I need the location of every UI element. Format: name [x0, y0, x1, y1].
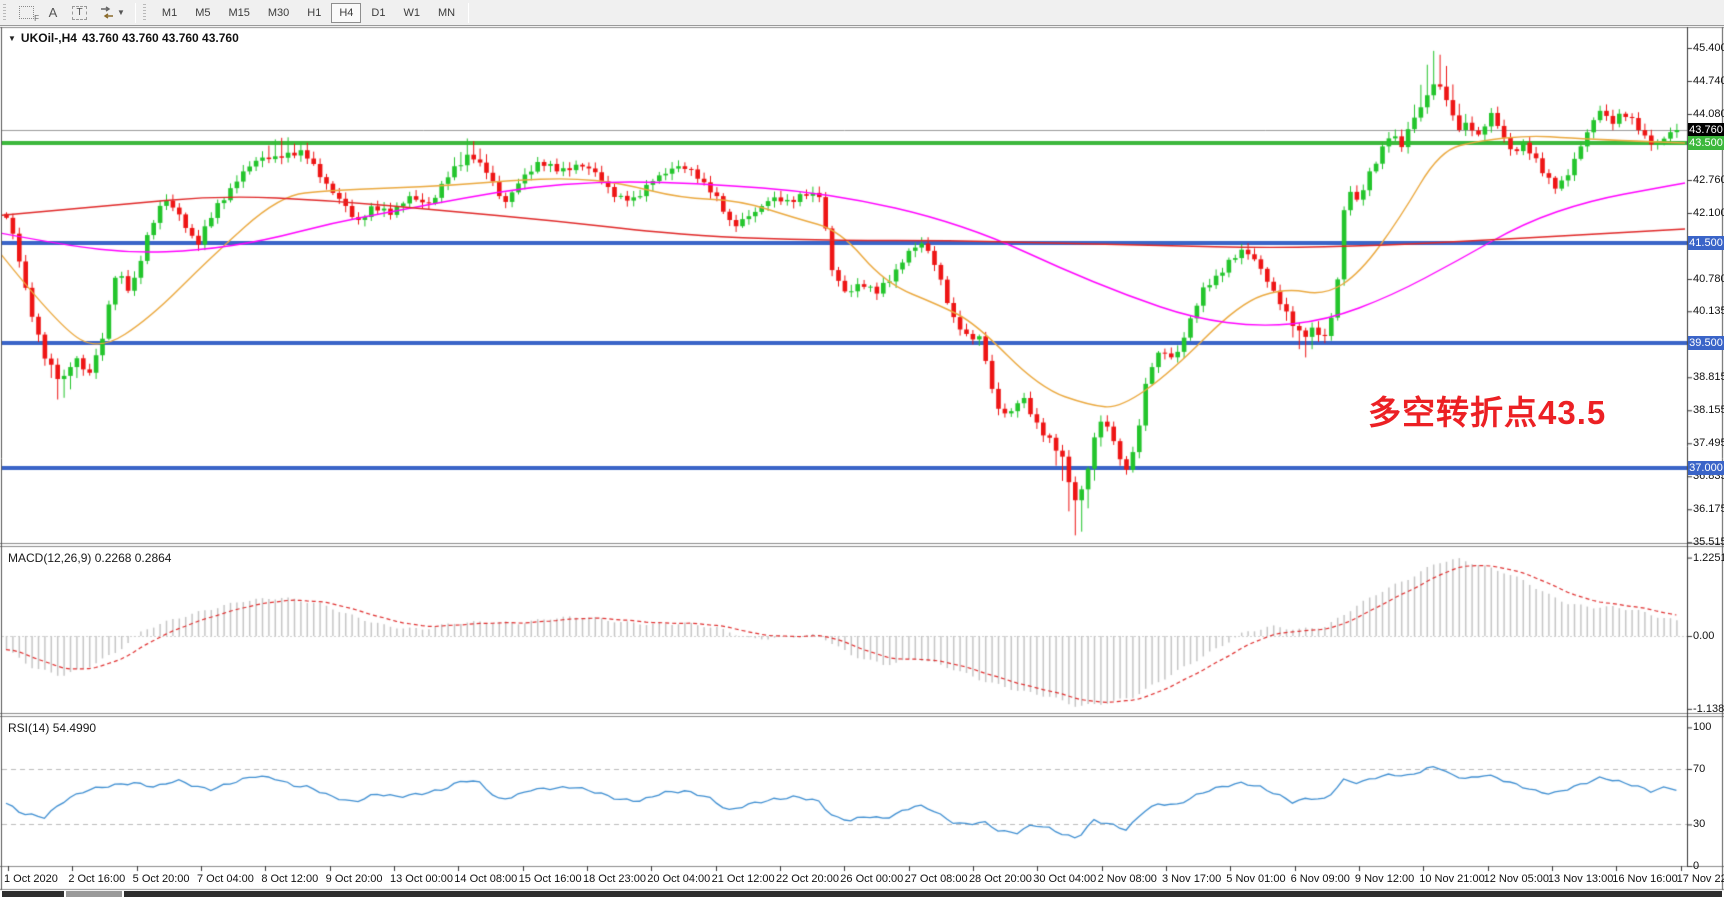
toolbar-separator — [134, 2, 136, 23]
rsi-axis-label: 70 — [1693, 762, 1706, 775]
timeframe-button-mn[interactable]: MN — [437, 6, 456, 19]
timeframe-button-m5[interactable]: M5 — [195, 6, 211, 19]
price-tag-41.500: 41.500 — [1688, 236, 1724, 250]
text-label-button[interactable]: T — [67, 2, 92, 24]
toolbar-gripper[interactable] — [142, 3, 150, 22]
styler-button[interactable]: ▼ — [94, 2, 130, 24]
rsi-axis-label: 0 — [1693, 860, 1700, 872]
time-axis-label: 22 Oct 20:00 — [775, 873, 839, 885]
dropdown-caret-icon: ▼ — [117, 8, 125, 17]
price-axis-label: 40.135 — [1693, 305, 1724, 318]
timeframe-button-h4[interactable]: H4 — [331, 2, 362, 23]
time-axis-label: 5 Oct 20:00 — [132, 873, 190, 885]
macd-axis-label: -1.1383 — [1693, 702, 1724, 715]
font-a-icon: A — [48, 5, 58, 20]
rsi-indicator-label: RSI(14) 54.4990 — [8, 721, 96, 735]
timeframe-button-m30[interactable]: M30 — [267, 6, 290, 19]
time-axis-label: 10 Nov 21:00 — [1419, 873, 1485, 885]
time-axis-label: 30 Oct 04:00 — [1033, 873, 1097, 885]
price-tag-39.500: 39.500 — [1688, 336, 1724, 350]
window-edge-strip — [2, 891, 64, 897]
timeframe-button-d1[interactable]: D1 — [371, 6, 386, 19]
time-axis-label: 16 Nov 16:00 — [1612, 873, 1678, 885]
price-tag-43.500: 43.500 — [1688, 136, 1724, 150]
timeframe-button-m1[interactable]: M1 — [161, 6, 178, 19]
time-axis-label: 12 Nov 05:00 — [1483, 873, 1550, 885]
symbol-period-label: UKOil-,H4 — [20, 31, 77, 45]
chart-collapse-icon[interactable]: ▼ — [8, 33, 16, 43]
time-axis-label: 9 Nov 12:00 — [1354, 873, 1415, 885]
time-axis-label: 8 Oct 12:00 — [261, 873, 319, 885]
time-axis-label: 7 Oct 04:00 — [196, 873, 254, 885]
price-axis-label: 38.155 — [1693, 404, 1724, 417]
price-axis-label: 44.080 — [1693, 108, 1724, 120]
rsi-axis-label: 30 — [1693, 818, 1706, 831]
time-axis-label: 26 Oct 00:00 — [840, 873, 904, 885]
macd-axis-label: 0.00 — [1693, 630, 1715, 642]
price-axis-label: 35.515 — [1693, 536, 1724, 549]
price-axis-label: 42.760 — [1693, 174, 1724, 186]
template-f-button[interactable]: F — [14, 2, 39, 24]
toolbar: F A T ▼ M1 M5 M15 M30 H1 H4 D1 W1 MN — [0, 0, 1724, 26]
window-edge-strip — [66, 891, 122, 897]
time-axis-label: 1 Oct 2020 — [4, 873, 58, 885]
time-axis-label: 3 Nov 17:00 — [1161, 873, 1222, 885]
timeframe-toolbar: M1 M5 M15 M30 H1 H4 D1 W1 MN — [153, 2, 464, 23]
price-tag-37.000: 37.000 — [1688, 461, 1724, 475]
time-axis-label: 20 Oct 04:00 — [647, 873, 711, 885]
rsi-name: RSI(14) — [8, 721, 50, 735]
rsi-axis-label: 100 — [1693, 721, 1712, 734]
timeframe-button-w1[interactable]: W1 — [403, 6, 420, 19]
time-axis-label: 5 Nov 01:00 — [1226, 873, 1286, 885]
time-axis-label: 18 Oct 23:00 — [582, 873, 646, 885]
macd-indicator-label: MACD(12,26,9) 0.2268 0.2864 — [8, 551, 171, 565]
toolbar-gripper[interactable] — [3, 3, 10, 22]
time-axis-label: 13 Nov 13:00 — [1547, 873, 1614, 885]
timeframe-button-m15[interactable]: M15 — [228, 6, 250, 19]
time-axis-label: 14 Oct 08:00 — [454, 873, 518, 885]
price-axis-label: 44.740 — [1693, 75, 1724, 87]
window-edge-strip — [124, 891, 1722, 897]
toolbar-separator — [468, 2, 470, 23]
time-axis-label: 2 Oct 16:00 — [68, 873, 126, 885]
chart-title: ▼ UKOil-,H4 43.760 43.760 43.760 43.760 — [8, 31, 239, 45]
rsi-value: 54.4990 — [52, 721, 97, 735]
macd-axis-label: 1.2251 — [1693, 551, 1724, 564]
price-axis-label: 36.175 — [1693, 503, 1724, 516]
font-button[interactable]: A — [41, 2, 65, 24]
macd-name: MACD(12,26,9) — [8, 551, 92, 565]
price-axis-label: 42.100 — [1693, 207, 1724, 219]
macd-values: 0.2268 0.2864 — [94, 551, 172, 565]
time-axis-label: 9 Oct 20:00 — [325, 873, 383, 885]
time-axis-label: 17 Nov 22:15 — [1676, 873, 1724, 885]
time-axis-label: 13 Oct 00:00 — [389, 873, 453, 885]
time-axis-label: 15 Oct 16:00 — [518, 873, 582, 885]
time-axis-label: 2 Nov 08:00 — [1097, 873, 1157, 885]
styler-arrows-icon — [101, 5, 113, 19]
price-axis-label: 45.400 — [1693, 42, 1724, 54]
timeframe-button-h1[interactable]: H1 — [307, 6, 322, 19]
time-axis-label: 27 Oct 08:00 — [904, 873, 968, 885]
time-axis-label: 28 Oct 20:00 — [968, 873, 1032, 885]
time-axis-label: 21 Oct 12:00 — [711, 873, 775, 885]
chart-annotation-text: 多空转折点43.5 — [1368, 394, 1607, 431]
price-axis-label: 37.495 — [1693, 437, 1724, 450]
time-axis-label: 6 Nov 09:00 — [1290, 873, 1350, 885]
price-axis-label: 38.815 — [1693, 371, 1724, 384]
text-t-icon: T — [72, 5, 87, 20]
price-tag-43.760: 43.760 — [1688, 123, 1724, 137]
template-f-icon: F — [19, 6, 39, 23]
price-axis-label: 40.780 — [1693, 273, 1724, 285]
ohlc-values: 43.760 43.760 43.760 43.760 — [81, 31, 239, 45]
